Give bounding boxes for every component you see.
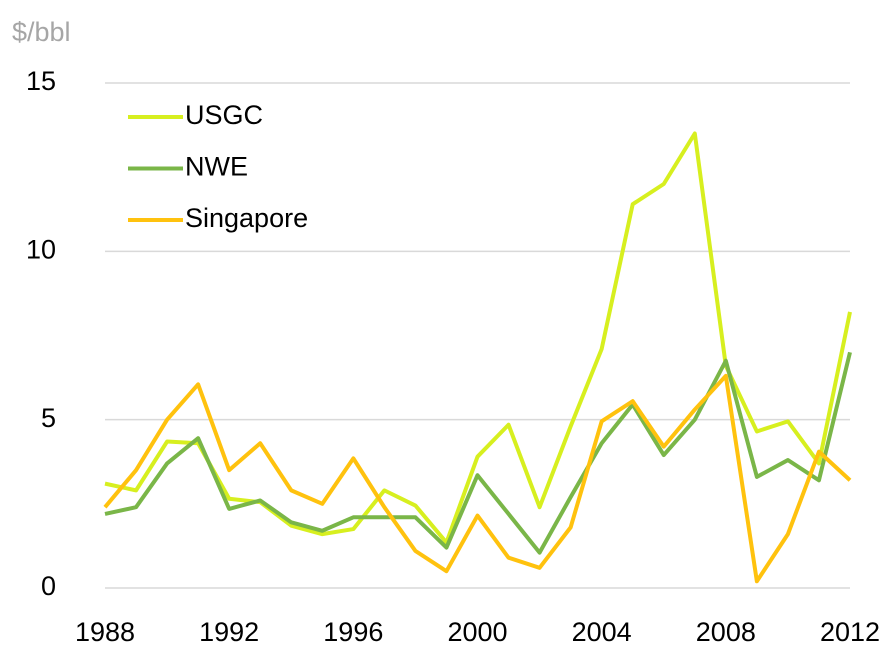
x-tick-label: 2008 xyxy=(696,617,756,647)
legend-label: USGC xyxy=(185,100,263,130)
y-tick-label: 15 xyxy=(26,66,56,96)
legend-label: NWE xyxy=(185,152,248,182)
x-tick-label: 2012 xyxy=(820,617,880,647)
y-tick-label: 5 xyxy=(41,403,56,433)
series-line xyxy=(104,351,852,555)
unit-label: $/bbl xyxy=(12,17,71,47)
x-tick-label: 1996 xyxy=(323,617,383,647)
x-tick-label: 2004 xyxy=(572,617,632,647)
x-tick-label: 1988 xyxy=(75,617,135,647)
y-tick-label: 10 xyxy=(26,234,56,264)
y-tick-label: 0 xyxy=(41,571,56,601)
legend-label: Singapore xyxy=(185,203,308,233)
series-line xyxy=(103,373,852,584)
x-tick-label: 1992 xyxy=(199,617,259,647)
x-tick-label: 2000 xyxy=(447,617,507,647)
